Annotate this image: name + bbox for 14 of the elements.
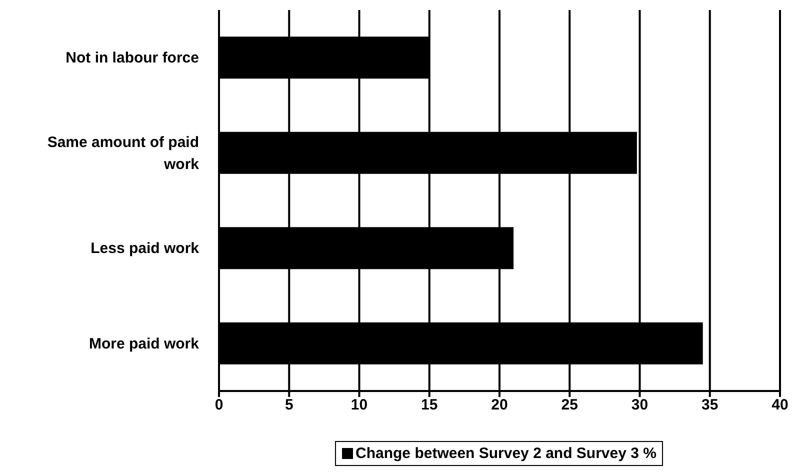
x-tick-label: 10: [350, 396, 368, 414]
x-tick-label: 35: [702, 396, 718, 414]
x-tick-label: 25: [561, 396, 578, 414]
x-tick-label: 15: [421, 396, 438, 414]
y-tick-label: Less paid work: [90, 240, 200, 258]
x-tick-label: 30: [631, 396, 648, 414]
x-tick-label: 5: [284, 396, 294, 414]
y-tick-label: More paid work: [88, 335, 200, 352]
y-tick-label: Not in labour force: [66, 50, 199, 67]
x-tick-label: 40: [772, 396, 788, 414]
legend-label: Change between Survey 2 and Survey 3 %: [354, 445, 656, 462]
x-tick-label: 0: [214, 396, 224, 414]
y-tick-label: Same amount of paid work: [47, 134, 200, 173]
x-tick-label: 20: [491, 396, 508, 414]
